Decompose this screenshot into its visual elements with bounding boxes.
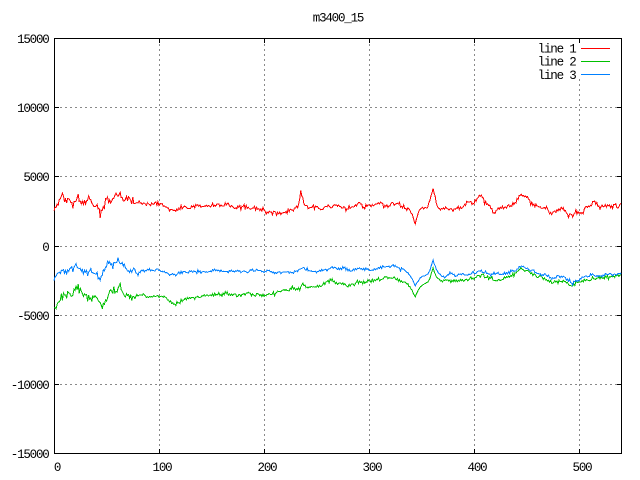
svg-text:-10000: -10000 [11,379,50,393]
svg-text:-5000: -5000 [17,310,49,324]
svg-text:line 1: line 1 [538,42,577,56]
svg-text:300: 300 [363,461,383,475]
svg-text:line 3: line 3 [538,69,577,83]
svg-text:5000: 5000 [23,171,49,185]
svg-text:m3400_15: m3400_15 [313,12,364,26]
svg-text:0: 0 [42,241,49,255]
svg-text:0: 0 [54,461,61,475]
svg-text:100: 100 [153,461,173,475]
svg-text:15000: 15000 [17,33,49,47]
svg-text:line 2: line 2 [538,56,577,70]
svg-text:200: 200 [258,461,278,475]
svg-text:-15000: -15000 [11,448,50,462]
svg-text:500: 500 [573,461,593,475]
svg-text:400: 400 [468,461,488,475]
svg-text:10000: 10000 [17,102,49,116]
